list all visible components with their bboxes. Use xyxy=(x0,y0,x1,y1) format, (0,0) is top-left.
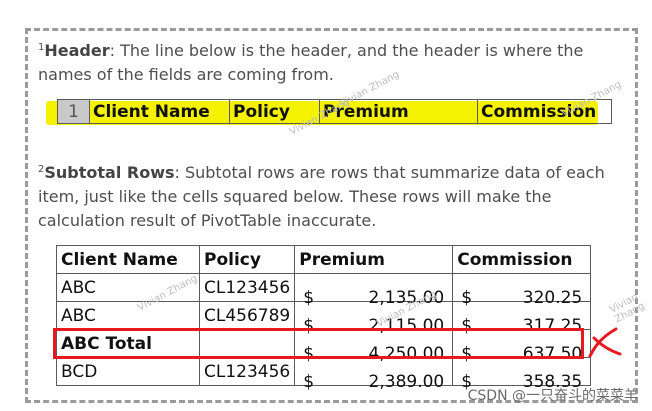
cross-mark-icon xyxy=(588,327,622,358)
cell-client: ABC xyxy=(56,301,200,330)
cell-commission: $320.25 xyxy=(452,273,592,308)
source-credit: CSDN @一只奋斗的菜菜羊 xyxy=(467,388,638,404)
cell-policy: CL456789 xyxy=(198,301,296,330)
subtotal-explanation: 2Subtotal Rows: Subtotal rows are rows t… xyxy=(38,163,605,230)
header-description: : The line below is the header, and the … xyxy=(38,41,584,84)
cell-commission: $317.25 xyxy=(452,301,592,336)
data-table: Client Name Policy Premium Commission AB… xyxy=(56,245,592,392)
cell-client: ABC Total xyxy=(56,329,200,358)
subtotal-description: : Subtotal rows are rows that summarize … xyxy=(38,163,605,230)
header-cell-client: Client Name xyxy=(89,99,230,124)
header-row-table: 1 Client Name Policy Premium Commission xyxy=(57,99,612,124)
col-header-commission: Commission xyxy=(452,245,592,274)
table-row: ABC CL123456 $2,135.00 $320.25 xyxy=(56,273,592,308)
cell-client: ABC xyxy=(56,273,200,302)
table-header-row: Client Name Policy Premium Commission xyxy=(56,245,592,274)
col-header-client: Client Name xyxy=(56,245,200,274)
cell-premium: $2,115.00 xyxy=(294,301,454,336)
header-term: Header xyxy=(44,41,110,60)
cell-commission: $358.35 xyxy=(452,357,592,392)
row-number: 1 xyxy=(57,99,90,124)
subtotal-term: Subtotal Rows xyxy=(44,163,175,182)
cell-policy: CL123456 xyxy=(198,357,296,386)
table-row: BCD CL123456 $2,389.00 $358.35 xyxy=(56,357,592,392)
col-header-premium: Premium xyxy=(294,245,454,274)
header-cell-policy: Policy xyxy=(229,99,320,124)
header-cell-commission: Commission xyxy=(477,99,612,124)
col-header-policy: Policy xyxy=(198,245,296,274)
cell-premium: $2,389.00 xyxy=(294,357,454,392)
header-explanation: 1Header: The line below is the header, a… xyxy=(38,41,584,84)
cell-client: BCD xyxy=(56,357,200,386)
subtotal-highlight-box xyxy=(53,328,584,359)
cell-policy: CL123456 xyxy=(198,273,296,302)
dashed-frame xyxy=(25,28,638,403)
